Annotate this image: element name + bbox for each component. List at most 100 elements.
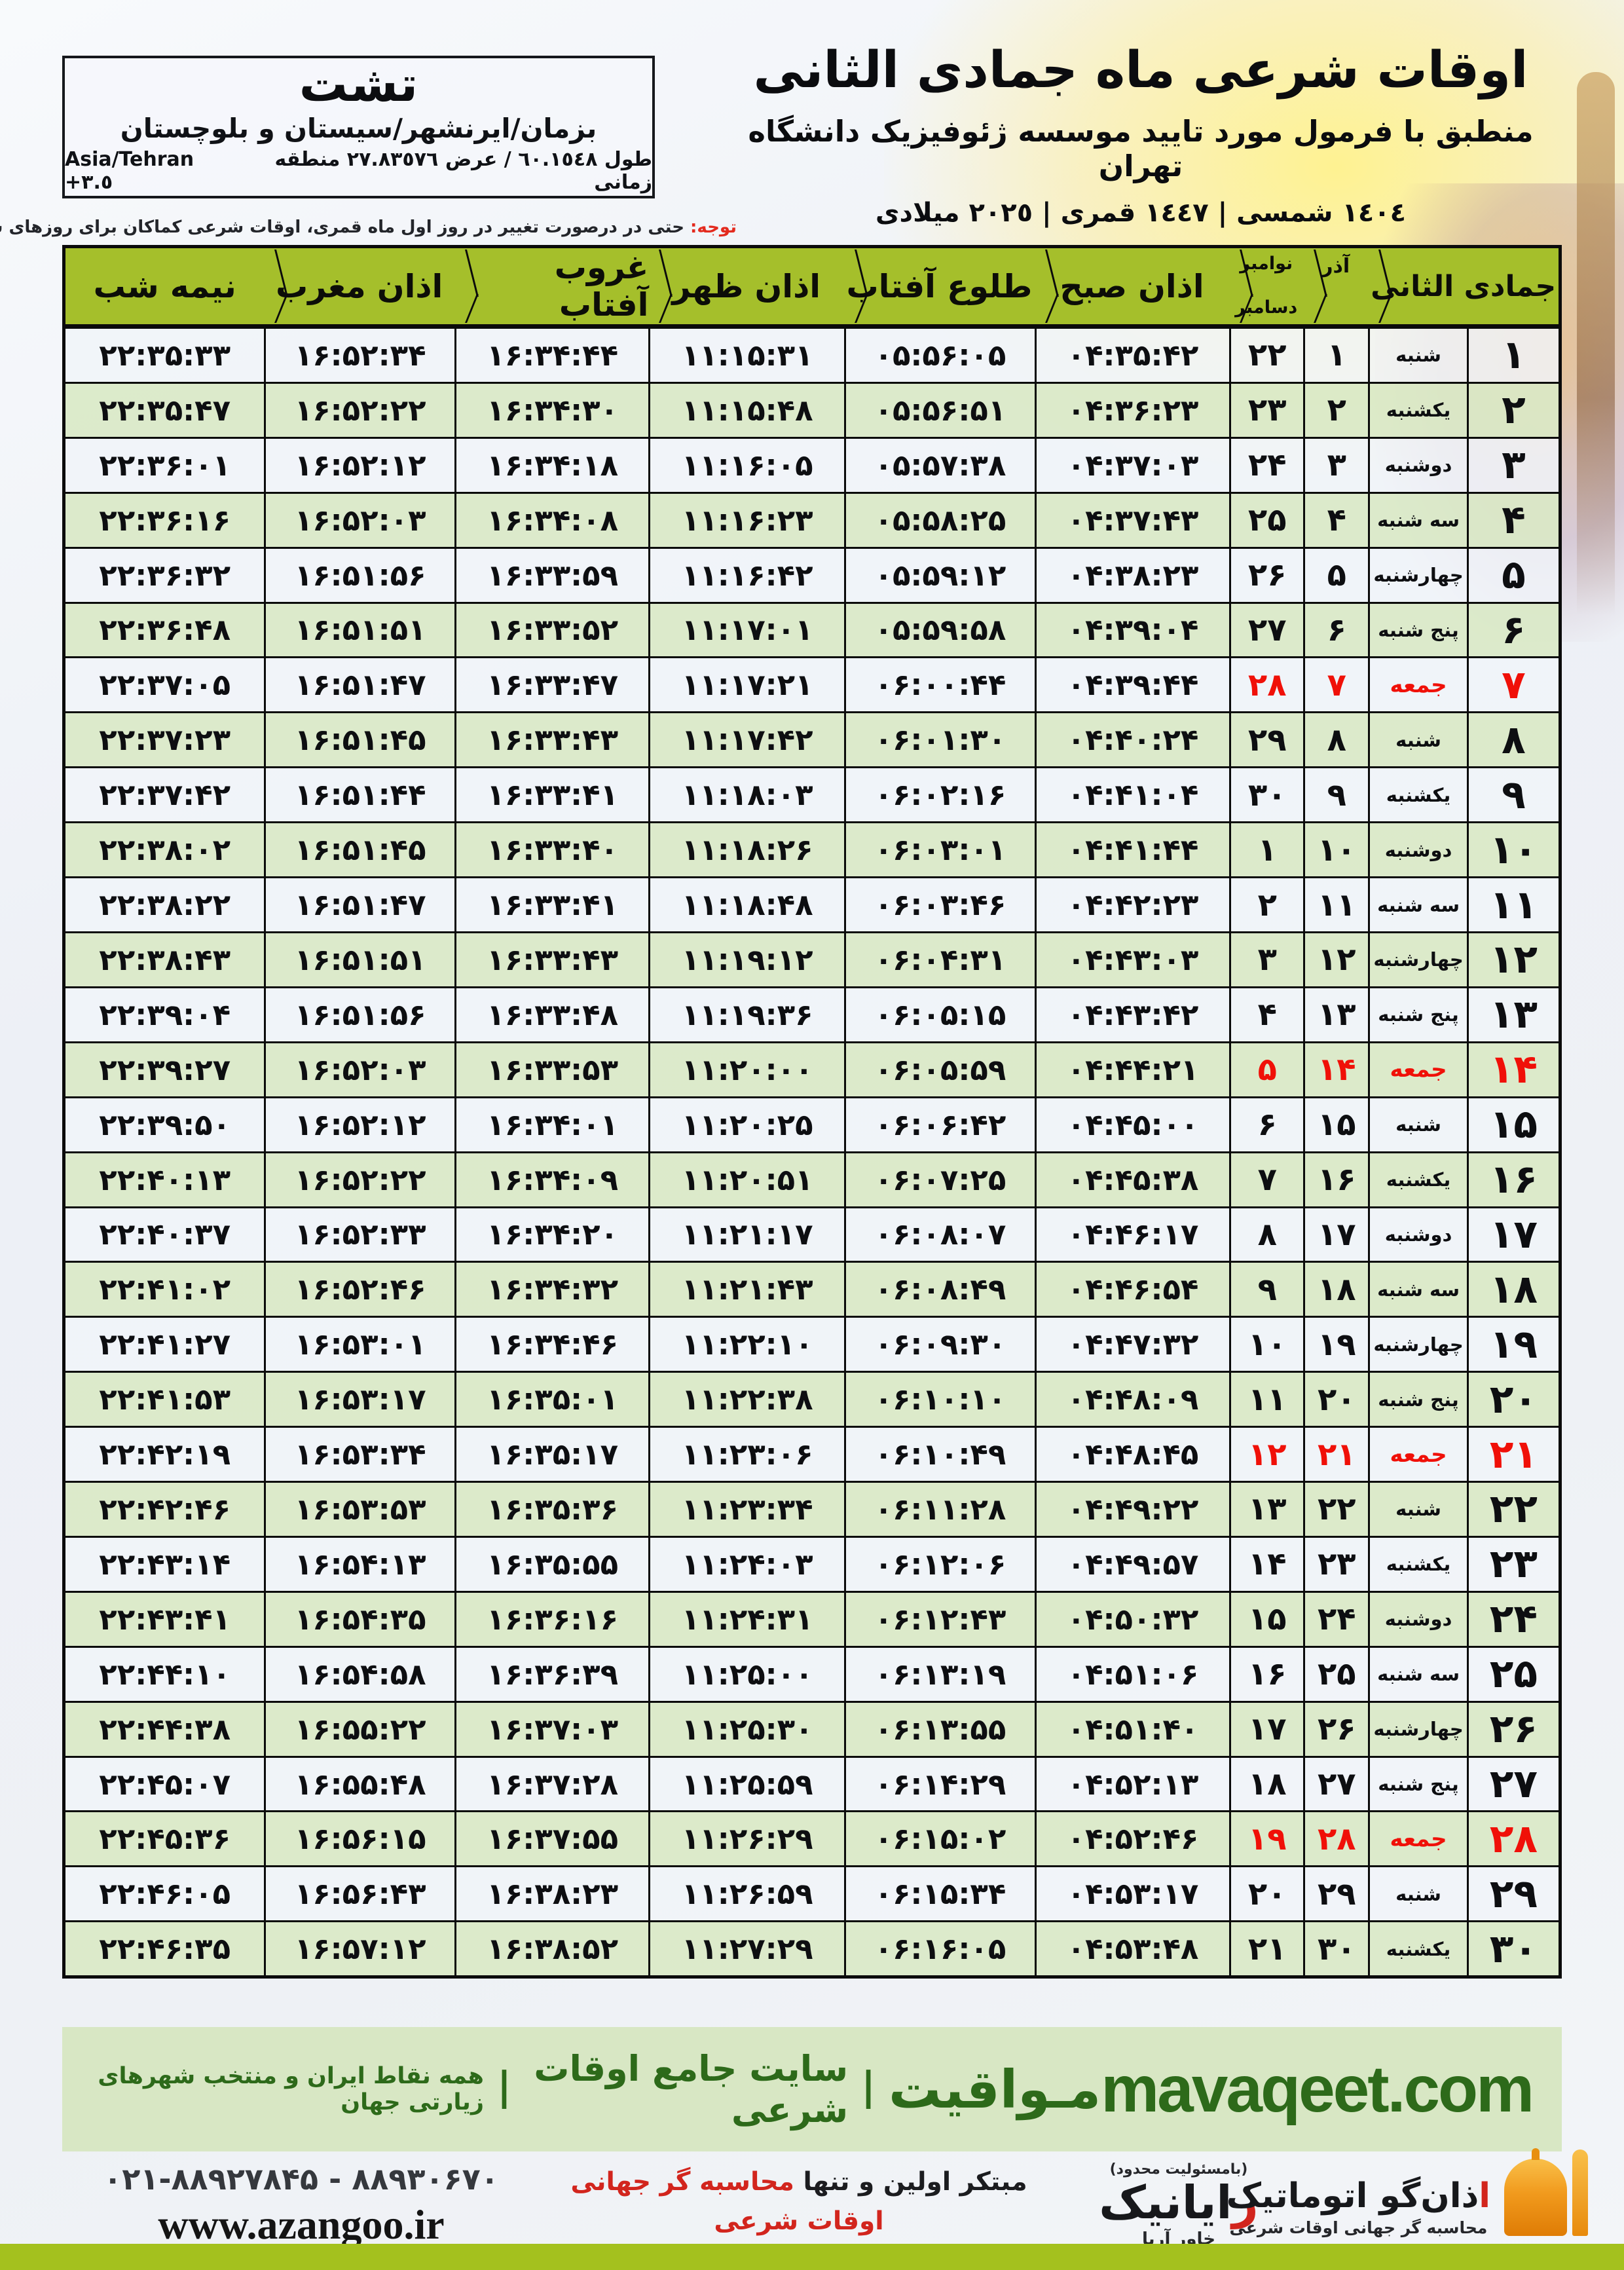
page-subtitle: منطبق با فرمول مورد تایید موسسه ژئوفیزیک… bbox=[748, 114, 1534, 184]
prayer-times-table: جمادی الثانی آذر نوامبر دسامبر اذان صبح … bbox=[62, 245, 1562, 1979]
cell-nime-shab: ۲۲:۳۵:۴۷ bbox=[65, 383, 265, 437]
cell-tolu-aftab: ۰۶:۱۰:۴۹ bbox=[844, 1428, 1035, 1481]
cell-nime-shab: ۲۲:۴۲:۴۶ bbox=[65, 1483, 265, 1536]
cell-tolu-aftab: ۰۶:۰۸:۰۷ bbox=[844, 1208, 1035, 1261]
table-row: ۱۸ سه شنبه ۱۸ ۹ ۰۴:۴۶:۵۴ ۰۶:۰۸:۴۹ ۱۱:۲۱:… bbox=[65, 1263, 1559, 1318]
cell-tolu-aftab: ۰۶:۰۱:۳۰ bbox=[844, 713, 1035, 767]
cell-ghorub-aftab: ۱۶:۳۷:۰۳ bbox=[454, 1702, 649, 1756]
cell-weekday: سه شنبه bbox=[1368, 1263, 1467, 1316]
city-name: تشت bbox=[299, 56, 418, 113]
header-azan-sobh: اذان صبح bbox=[1035, 248, 1230, 324]
cell-azan-maghreb: ۱۶:۵۲:۳۳ bbox=[264, 1208, 454, 1261]
cell-ghorub-aftab: ۱۶:۳۳:۵۲ bbox=[454, 603, 649, 657]
azangoo-fa-first-letter: ا bbox=[1479, 2176, 1491, 2216]
note-line: توجه: حتی در درصورت تغییر در روز اول ماه… bbox=[0, 217, 737, 237]
cell-tolu-aftab: ۰۶:۱۰:۱۰ bbox=[844, 1373, 1035, 1426]
cell-azan-zohr: ۱۱:۱۹:۱۲ bbox=[648, 933, 845, 986]
table-row: ۸ شنبه ۸ ۲۹ ۰۴:۴۰:۲۴ ۰۶:۰۱:۳۰ ۱۱:۱۷:۴۲ ۱… bbox=[65, 713, 1559, 769]
cell-azan-sobh: ۰۴:۴۲:۲۳ bbox=[1034, 878, 1230, 931]
table-row: ۳۰ یکشنبه ۳۰ ۲۱ ۰۴:۵۳:۴۸ ۰۶:۱۶:۰۵ ۱۱:۲۷:… bbox=[65, 1922, 1559, 1976]
cell-tolu-aftab: ۰۵:۵۹:۵۸ bbox=[844, 603, 1035, 657]
cell-azan-sobh: ۰۴:۴۸:۴۵ bbox=[1034, 1428, 1230, 1481]
rayanik-llc-note: (بامسئولیت محدود) bbox=[1109, 2161, 1248, 2178]
table-row: ۲۴ دوشنبه ۲۴ ۱۵ ۰۴:۵۰:۳۲ ۰۶:۱۲:۴۳ ۱۱:۲۴:… bbox=[65, 1592, 1559, 1648]
cell-nime-shab: ۲۲:۳۹:۵۰ bbox=[65, 1098, 265, 1151]
cell-azan-zohr: ۱۱:۱۶:۰۵ bbox=[648, 438, 845, 492]
cell-jamadi-day: ۵ bbox=[1466, 548, 1559, 602]
cell-tolu-aftab: ۰۶:۱۳:۱۹ bbox=[844, 1647, 1035, 1701]
cell-azan-maghreb: ۱۶:۵۴:۱۳ bbox=[264, 1537, 454, 1591]
cell-gregorian-day: ۵ bbox=[1229, 1043, 1304, 1096]
cell-azar-day: ۴ bbox=[1303, 493, 1369, 547]
cell-azan-maghreb: ۱۶:۵۱:۴۷ bbox=[264, 658, 454, 712]
cell-azan-zohr: ۱۱:۲۳:۰۶ bbox=[648, 1428, 845, 1481]
cell-azar-day: ۳۰ bbox=[1303, 1922, 1369, 1976]
table-body: ۱ شنبه ۱ ۲۲ ۰۴:۳۵:۴۲ ۰۵:۵۶:۰۵ ۱۱:۱۵:۳۱ ۱… bbox=[65, 329, 1559, 1976]
cell-azan-sobh: ۰۴:۳۶:۲۳ bbox=[1034, 383, 1230, 437]
table-row: ۴ سه شنبه ۴ ۲۵ ۰۴:۳۷:۴۳ ۰۵:۵۸:۲۵ ۱۱:۱۶:۲… bbox=[65, 493, 1559, 549]
cell-jamadi-day: ۷ bbox=[1466, 658, 1559, 712]
cell-azan-zohr: ۱۱:۲۴:۰۳ bbox=[648, 1537, 845, 1591]
cell-azar-day: ۹ bbox=[1303, 768, 1369, 822]
cell-azan-zohr: ۱۱:۲۷:۲۹ bbox=[648, 1922, 845, 1976]
cell-azan-sobh: ۰۴:۳۷:۰۳ bbox=[1034, 438, 1230, 492]
cell-azan-sobh: ۰۴:۴۵:۰۰ bbox=[1034, 1098, 1230, 1151]
cell-azan-zohr: ۱۱:۲۲:۳۸ bbox=[648, 1373, 845, 1426]
cell-nime-shab: ۲۲:۴۶:۳۵ bbox=[65, 1922, 265, 1976]
cell-ghorub-aftab: ۱۶:۳۴:۰۱ bbox=[454, 1098, 649, 1151]
table-row: ۲۸ جمعه ۲۸ ۱۹ ۰۴:۵۲:۴۶ ۰۶:۱۵:۰۲ ۱۱:۲۶:۲۹… bbox=[65, 1812, 1559, 1868]
cell-gregorian-day: ۱۲ bbox=[1229, 1428, 1304, 1481]
cell-gregorian-day: ۴ bbox=[1229, 988, 1304, 1041]
cell-azan-sobh: ۰۴:۵۳:۴۸ bbox=[1034, 1922, 1230, 1976]
cell-azar-day: ۱ bbox=[1303, 329, 1369, 382]
cell-tolu-aftab: ۰۵:۵۶:۵۱ bbox=[844, 383, 1035, 437]
cell-tolu-aftab: ۰۶:۰۸:۴۹ bbox=[844, 1263, 1035, 1316]
cell-weekday: جمعه bbox=[1368, 1812, 1467, 1866]
cell-nime-shab: ۲۲:۳۸:۴۳ bbox=[65, 933, 265, 986]
cell-azan-zohr: ۱۱:۲۵:۵۹ bbox=[648, 1757, 845, 1811]
cell-nime-shab: ۲۲:۳۷:۰۵ bbox=[65, 658, 265, 712]
cell-weekday: پنج شنبه bbox=[1368, 1373, 1467, 1426]
cell-tolu-aftab: ۰۶:۰۷:۲۵ bbox=[844, 1153, 1035, 1206]
cell-ghorub-aftab: ۱۶:۳۸:۲۳ bbox=[454, 1867, 649, 1921]
cell-jamadi-day: ۲۸ bbox=[1466, 1812, 1559, 1866]
cell-gregorian-day: ۲۲ bbox=[1229, 329, 1304, 382]
cell-azan-sobh: ۰۴:۴۳:۰۳ bbox=[1034, 933, 1230, 986]
cell-ghorub-aftab: ۱۶:۳۴:۱۸ bbox=[454, 438, 649, 492]
mavaqeet-url: mavaqeet.com bbox=[1101, 2052, 1534, 2126]
cell-azan-maghreb: ۱۶:۵۳:۵۳ bbox=[264, 1483, 454, 1536]
cell-tolu-aftab: ۰۶:۱۱:۲۸ bbox=[844, 1483, 1035, 1536]
cell-azan-sobh: ۰۴:۴۰:۲۴ bbox=[1034, 713, 1230, 767]
cell-tolu-aftab: ۰۶:۰۹:۳۰ bbox=[844, 1318, 1035, 1371]
cell-azar-day: ۲۳ bbox=[1303, 1537, 1369, 1591]
cell-azan-maghreb: ۱۶:۵۱:۴۷ bbox=[264, 878, 454, 931]
cell-azan-maghreb: ۱۶:۵۶:۴۳ bbox=[264, 1867, 454, 1921]
cell-azar-day: ۲۲ bbox=[1303, 1483, 1369, 1536]
cell-azar-day: ۲۶ bbox=[1303, 1702, 1369, 1756]
table-row: ۲۹ شنبه ۲۹ ۲۰ ۰۴:۵۳:۱۷ ۰۶:۱۵:۳۴ ۱۱:۲۶:۵۹… bbox=[65, 1867, 1559, 1923]
table-row: ۵ چهارشنبه ۵ ۲۶ ۰۴:۳۸:۲۳ ۰۵:۵۹:۱۲ ۱۱:۱۶:… bbox=[65, 548, 1559, 604]
rayanik-rest: ایانیک bbox=[1099, 2176, 1232, 2229]
cell-ghorub-aftab: ۱۶:۳۵:۳۶ bbox=[454, 1483, 649, 1536]
cell-nime-shab: ۲۲:۴۱:۰۲ bbox=[65, 1263, 265, 1316]
cell-jamadi-day: ۸ bbox=[1466, 713, 1559, 767]
cell-tolu-aftab: ۰۵:۵۶:۰۵ bbox=[844, 329, 1035, 382]
table-row: ۲۶ چهارشنبه ۲۶ ۱۷ ۰۴:۵۱:۴۰ ۰۶:۱۳:۵۵ ۱۱:۲… bbox=[65, 1702, 1559, 1758]
header-ghorub-aftab: غروب آفتاب bbox=[454, 248, 649, 324]
cell-azan-maghreb: ۱۶:۵۵:۲۲ bbox=[264, 1702, 454, 1756]
cell-nime-shab: ۲۲:۴۲:۱۹ bbox=[65, 1428, 265, 1481]
cell-gregorian-day: ۷ bbox=[1229, 1153, 1304, 1206]
cell-azan-maghreb: ۱۶:۵۱:۵۱ bbox=[264, 603, 454, 657]
contact-block: ۰۲۱-۸۸۹۲۷۸۴۵ - ۸۸۹۳۰۶۷۰ www.azangoo.ir bbox=[72, 2161, 530, 2249]
cell-jamadi-day: ۲۱ bbox=[1466, 1428, 1559, 1481]
cell-azan-zohr: ۱۱:۲۰:۰۰ bbox=[648, 1043, 845, 1096]
cell-azan-zohr: ۱۱:۲۵:۳۰ bbox=[648, 1702, 845, 1756]
cell-gregorian-day: ۲۷ bbox=[1229, 603, 1304, 657]
rayanik-wordmark: رایانیک bbox=[1074, 2178, 1283, 2228]
cell-tolu-aftab: ۰۶:۱۶:۰۵ bbox=[844, 1922, 1035, 1976]
cell-weekday: دوشنبه bbox=[1368, 1592, 1467, 1646]
cell-azan-sobh: ۰۴:۵۰:۳۲ bbox=[1034, 1592, 1230, 1646]
cell-jamadi-day: ۲۷ bbox=[1466, 1757, 1559, 1811]
cell-azan-sobh: ۰۴:۴۳:۴۲ bbox=[1034, 988, 1230, 1041]
cell-azan-zohr: ۱۱:۲۴:۳۱ bbox=[648, 1592, 845, 1646]
